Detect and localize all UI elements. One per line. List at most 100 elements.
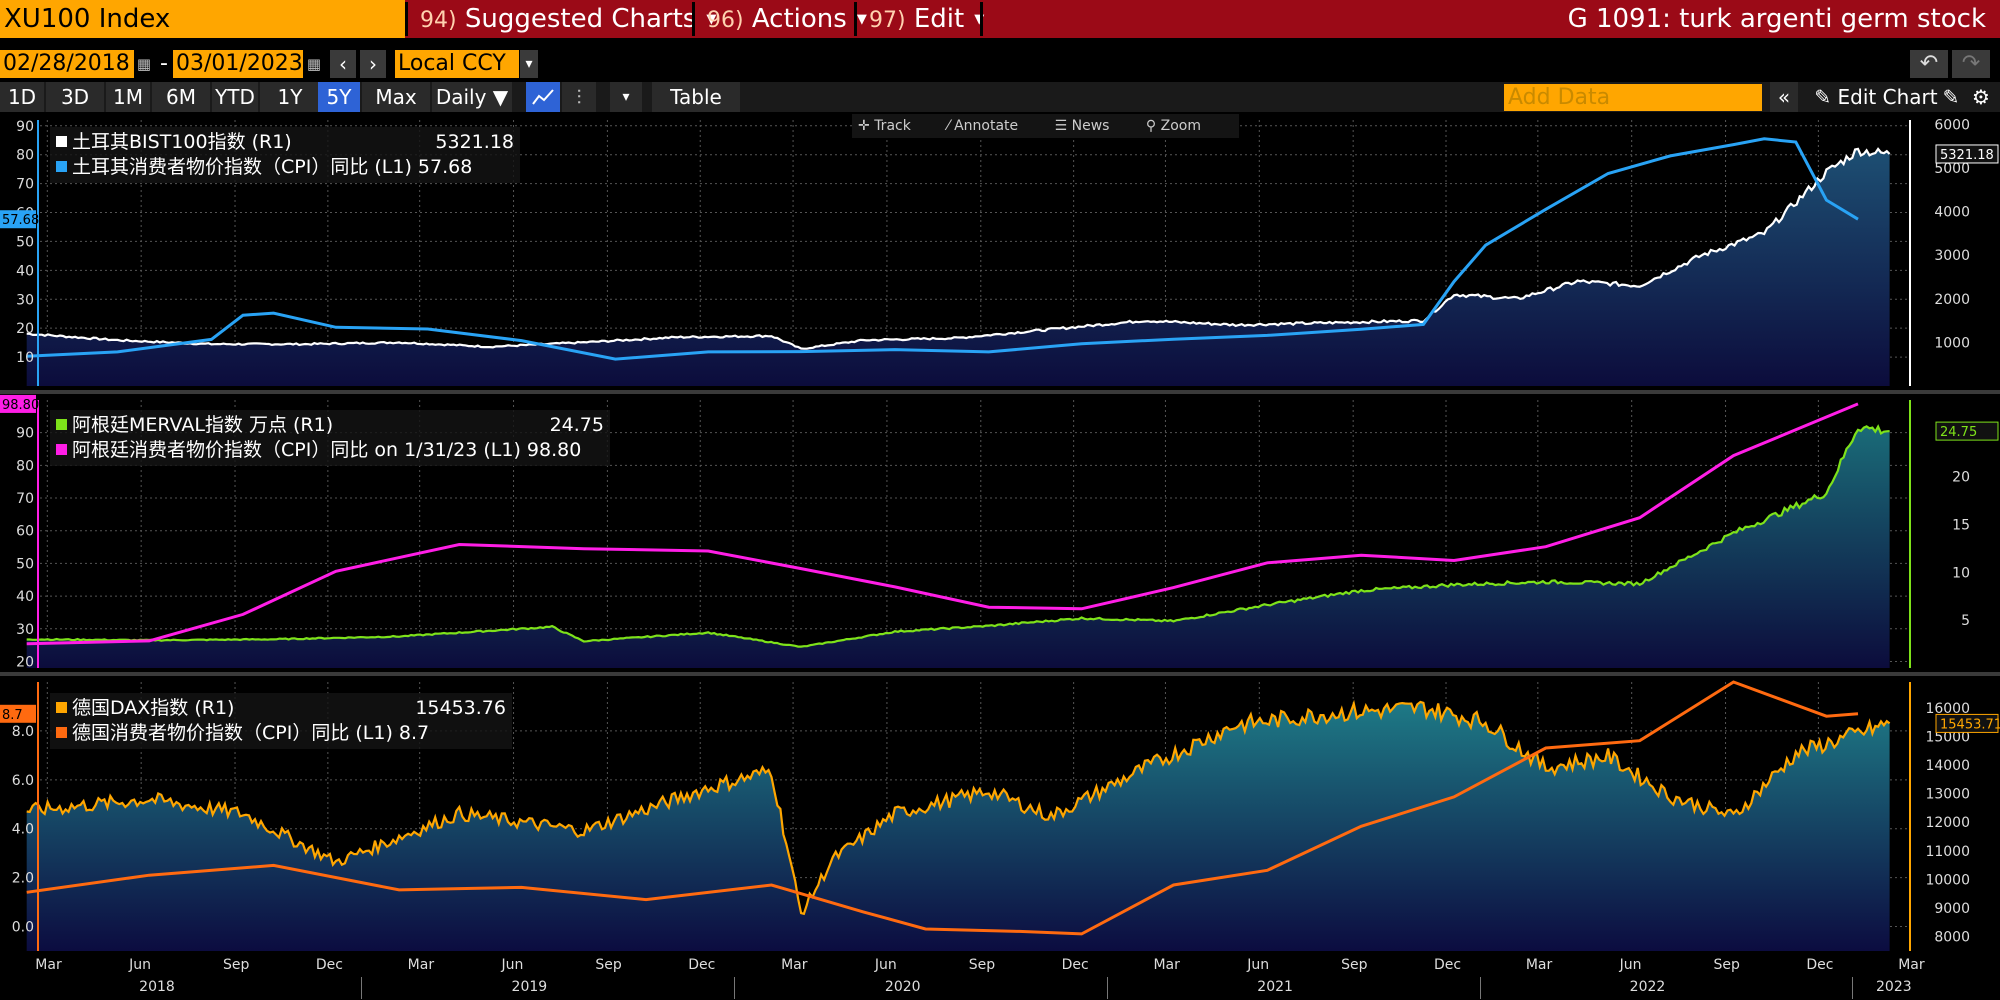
series-line[interactable]: [26, 680, 1859, 936]
legend-value: 24.75: [549, 414, 604, 436]
next-period-button[interactable]: ›: [360, 50, 386, 78]
x-year-label: 2020: [884, 979, 921, 995]
range-max-button[interactable]: Max: [362, 82, 430, 112]
panel-divider[interactable]: [0, 672, 2000, 676]
x-month-label: Sep: [968, 957, 996, 973]
right-tick-label: 4000: [1934, 205, 1970, 221]
right-tick-label: 20: [1952, 470, 1970, 486]
table-button[interactable]: Table: [652, 82, 740, 112]
pencil-icon: ✎: [1814, 85, 1832, 109]
right-tick-label: 10000: [1925, 872, 1970, 888]
legend-value: 8.7: [398, 722, 430, 744]
legend-swatch: [56, 136, 67, 147]
menu-number: 96): [707, 8, 744, 33]
x-year-label: 2019: [511, 979, 548, 995]
edit-chart-button[interactable]: ✎ Edit Chart: [1802, 82, 1950, 112]
suggested-charts-menu[interactable]: 94) Suggested Charts ▼: [410, 0, 716, 38]
redo-button[interactable]: ↷: [1952, 50, 1990, 78]
left-tick-label: 30: [16, 622, 34, 638]
range-1d-button[interactable]: 1D: [0, 82, 44, 112]
line-chart-icon[interactable]: [526, 82, 560, 112]
chevron-down-icon: ▼: [706, 12, 717, 27]
legend-item[interactable]: 土耳其消费者物价指数（CPI）同比 (L1) 57.68: [56, 155, 514, 180]
menu-label: Edit: [913, 4, 965, 34]
start-date-input[interactable]: 02/28/2018: [0, 50, 134, 78]
chart-toolbar: 1D 3D 1M 6M YTD 1Y 5Y Max Daily ▼ ⫶ ▾ Ta…: [0, 82, 2000, 112]
menu-divider: [405, 2, 408, 36]
previous-period-button[interactable]: ‹: [330, 50, 356, 78]
add-data-input[interactable]: Add Data: [1504, 84, 1762, 111]
left-tick-label: 60: [16, 524, 34, 540]
left-last-value-tag: 57.68: [0, 210, 39, 229]
panel-divider[interactable]: [0, 390, 2000, 394]
bar-chart-icon[interactable]: ⫶: [562, 82, 596, 112]
range-6m-button[interactable]: 6M: [152, 82, 210, 112]
right-tick-label: 6000: [1934, 117, 1970, 133]
title-bar: XU100 Index 94) Suggested Charts ▼ 96) Ac…: [0, 0, 2000, 38]
calendar-icon[interactable]: ▦: [306, 55, 322, 73]
actions-menu[interactable]: 96) Actions ▼: [697, 0, 867, 38]
left-last-value: 98.80: [2, 398, 39, 413]
edit-menu[interactable]: 97) Edit ▼: [859, 0, 984, 38]
left-tick-label: 20: [16, 654, 34, 670]
x-month-label: Mar: [1898, 957, 1925, 973]
legend-item[interactable]: 德国消费者物价指数（CPI）同比 (L1) 8.7: [56, 721, 506, 746]
x-month-label: Mar: [781, 957, 808, 973]
range-ytd-button[interactable]: YTD: [212, 82, 258, 112]
range-3d-button[interactable]: 3D: [46, 82, 104, 112]
legend-item[interactable]: 德国DAX指数 (R1) 15453.76: [56, 696, 506, 721]
series-line[interactable]: [26, 424, 1890, 648]
end-date-input[interactable]: 03/01/2023: [173, 50, 303, 78]
series-line[interactable]: [26, 137, 1859, 361]
security-ticker-field[interactable]: XU100 Index: [0, 0, 405, 38]
legend-item[interactable]: 阿根廷消费者物价指数（CPI）同比 on 1/31/23 (L1) 98.80: [56, 438, 604, 463]
annotate-label: Annotate: [954, 118, 1019, 134]
annotate-tool[interactable]: ⁄ Annotate: [947, 118, 1019, 134]
left-tick-label: 80: [16, 458, 34, 474]
collapse-icon[interactable]: «: [1770, 82, 1798, 112]
series-line[interactable]: [26, 699, 1891, 916]
range-5y-button[interactable]: 5Y: [318, 82, 360, 112]
date-separator: -: [160, 51, 168, 76]
news-tool[interactable]: ☰ News: [1054, 118, 1110, 134]
legend-panel-2: 阿根廷MERVAL指数 万点 (R1) 24.75 阿根廷消费者物价指数（CPI）…: [50, 410, 610, 466]
right-tick-label: 11000: [1925, 844, 1970, 860]
legend-label: 德国DAX指数 (R1): [72, 697, 235, 719]
legend-swatch: [56, 161, 67, 172]
x-month-label: Jun: [129, 957, 152, 973]
legend-item[interactable]: 土耳其BIST100指数 (R1) 5321.18: [56, 130, 514, 155]
x-year-label: 2018: [139, 979, 175, 995]
range-1y-button[interactable]: 1Y: [260, 82, 320, 112]
chevron-down-icon[interactable]: ▾: [520, 50, 538, 78]
right-last-value-tag: 15453.71: [1935, 713, 2000, 733]
right-tick-label: 14000: [1925, 758, 1970, 774]
series-line[interactable]: [26, 147, 1891, 350]
calendar-icon[interactable]: ▦: [136, 55, 152, 73]
chart-page-title: G 1091: turk argenti germ stock: [1567, 4, 1986, 34]
left-tick-label: 30: [16, 292, 34, 308]
legend-item[interactable]: 阿根廷MERVAL指数 万点 (R1) 24.75: [56, 413, 604, 438]
menu-divider: [980, 2, 983, 36]
legend-swatch: [56, 702, 67, 713]
x-month-label: Dec: [1434, 957, 1462, 973]
gear-icon[interactable]: ⚙: [1966, 82, 1996, 112]
zoom-tool[interactable]: ⚲ Zoom: [1145, 118, 1201, 134]
series-line[interactable]: [26, 402, 1859, 646]
legend-value: 57.68: [417, 156, 473, 178]
undo-button[interactable]: ↶: [1910, 50, 1948, 78]
legend-label: 德国消费者物价指数（CPI）同比 (L1): [72, 722, 393, 744]
right-tick-label: 8000: [1934, 930, 1970, 946]
legend-value: 15453.76: [415, 697, 506, 719]
right-tick-label: 10: [1952, 565, 1970, 581]
legend-label: 土耳其消费者物价指数（CPI）同比 (L1): [72, 156, 412, 178]
frequency-dropdown[interactable]: Daily ▼: [432, 82, 512, 112]
germany-panel[interactable]: 0.0 2.0 4.0 6.0 8.0 8000 9000 10000 11000 12000 13…: [0, 676, 2000, 955]
pencil-icon[interactable]: ✎: [1938, 82, 1964, 112]
track-tool[interactable]: ✛ Track: [858, 118, 911, 134]
chevron-down-icon: ▼: [856, 12, 867, 27]
currency-select[interactable]: Local CCY: [395, 50, 519, 78]
zoom-label: Zoom: [1160, 118, 1201, 134]
chevron-down-icon[interactable]: ▾: [610, 82, 642, 112]
menu-divider: [854, 2, 857, 36]
range-1m-button[interactable]: 1M: [106, 82, 150, 112]
